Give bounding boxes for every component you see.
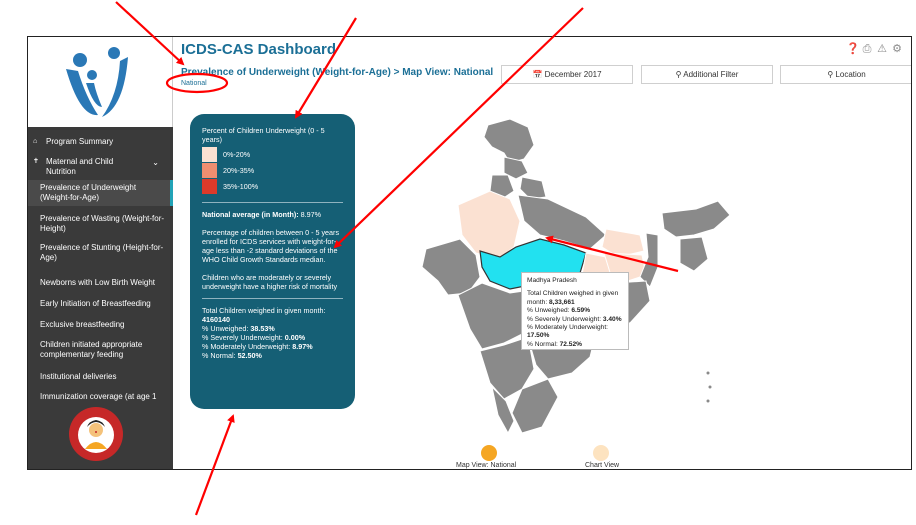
legend-range-label: 35%-100% bbox=[223, 182, 259, 191]
search-icon: ⚲ bbox=[675, 70, 682, 79]
state-north-east[interactable] bbox=[661, 200, 731, 238]
month-filter-button[interactable]: 📅 December 2017 bbox=[501, 65, 633, 84]
sidebar-item-label: Maternal and Child Nutrition bbox=[46, 157, 114, 176]
sidebar-item-label: Children initiated appropriate complemen… bbox=[40, 340, 143, 359]
andaman-islands bbox=[706, 399, 710, 403]
sidebar-item-label: Exclusive breastfeeding bbox=[40, 320, 125, 329]
map-pin-icon: ⚲ bbox=[827, 70, 834, 79]
stat-severely-underweight: % Severely Underweight: 0.00% bbox=[202, 333, 306, 342]
tooltip-normal: % Normal: 72.52% bbox=[527, 340, 582, 348]
icds-logo bbox=[28, 37, 173, 127]
legend-swatch bbox=[202, 147, 217, 162]
national-average-label: National average (in Month): bbox=[202, 210, 299, 219]
stat-unweighed: % Unweighed: 38.53% bbox=[202, 324, 275, 333]
warning-icon[interactable]: ⚠ bbox=[877, 43, 887, 55]
sidebar-item-institutional-deliveries[interactable]: Institutional deliveries bbox=[28, 372, 173, 382]
person-icon: ✝ bbox=[33, 158, 39, 165]
sidebar-item-label: Newborns with Low Birth Weight bbox=[40, 278, 156, 287]
sidebar-item-complementary-feeding[interactable]: Children initiated appropriate complemen… bbox=[28, 340, 173, 360]
tooltip-moderately-underweight: % Moderately Underweight: 17.50% bbox=[527, 324, 608, 340]
sidebar-item-immunization[interactable]: Immunization coverage (at age 1 year) bbox=[28, 392, 173, 402]
sidebar-item-label: Institutional deliveries bbox=[40, 372, 117, 381]
legend-range-high: 35%-100% bbox=[202, 179, 343, 195]
total-weighed-value: 4160140 bbox=[202, 315, 230, 324]
state-tooltip: Madhya Pradesh Total Children weighed in… bbox=[521, 272, 629, 350]
map-view-label: Map View: National bbox=[456, 462, 517, 469]
state-karnataka[interactable] bbox=[479, 336, 535, 400]
divider bbox=[202, 202, 343, 203]
stat-normal: % Normal: 52.50% bbox=[202, 351, 262, 360]
legend-panel: Percent of Children Underweight (0 - 5 y… bbox=[190, 114, 355, 409]
month-filter-label: December 2017 bbox=[544, 70, 602, 79]
settings-icon[interactable]: ⚙ bbox=[892, 43, 902, 55]
additional-filter-label: Additional Filter bbox=[683, 70, 739, 79]
chevron-down-icon: ⌄ bbox=[152, 158, 159, 167]
view-title: Prevalence of Underweight (Weight-for-Ag… bbox=[181, 67, 494, 78]
map-view-toggle[interactable] bbox=[481, 445, 497, 461]
poshan-abhiyaan-logo bbox=[67, 405, 125, 463]
sidebar-item-label: Prevalence of Wasting (Weight-for-Height… bbox=[40, 214, 165, 233]
total-weighed-label: Total Children weighed in given month: bbox=[202, 306, 326, 315]
tooltip-total-label: Total Children weighed in given month: 8… bbox=[527, 290, 619, 306]
dashboard-window: ⌂ Program Summary ✝ Maternal and Child N… bbox=[27, 36, 912, 470]
risk-note: Children who are moderately or severely … bbox=[202, 273, 338, 291]
state-tamil-nadu[interactable] bbox=[511, 378, 559, 434]
sidebar-item-exclusive-breastfeeding[interactable]: Exclusive breastfeeding bbox=[28, 320, 173, 330]
sidebar-item-underweight[interactable]: Prevalence of Underweight (Weight-for-Ag… bbox=[28, 180, 173, 206]
sidebar-item-label: Prevalence of Underweight (Weight-for-Ag… bbox=[40, 183, 137, 202]
header-toolbar: ❓ ⎙ ⚠ ⚙ bbox=[846, 43, 903, 55]
chart-view-label: Chart View bbox=[585, 462, 620, 469]
additional-filter-button[interactable]: ⚲ Additional Filter bbox=[641, 65, 773, 84]
sidebar-item-label: Program Summary bbox=[46, 137, 114, 146]
state-uttar-pradesh[interactable] bbox=[517, 194, 607, 250]
andaman-islands bbox=[708, 385, 712, 389]
location-filter-label: Location bbox=[835, 70, 866, 79]
legend-range-label: 20%-35% bbox=[223, 166, 255, 175]
state-kerala[interactable] bbox=[491, 385, 515, 435]
sidebar-item-maternal-child-nutrition[interactable]: ✝ Maternal and Child Nutrition ⌄ bbox=[28, 157, 173, 177]
location-level-link[interactable]: National bbox=[181, 80, 207, 87]
help-icon[interactable]: ❓ bbox=[846, 43, 860, 55]
state-jammu-kashmir[interactable] bbox=[483, 118, 535, 164]
divider bbox=[202, 298, 343, 299]
sidebar-item-low-birth-weight[interactable]: Newborns with Low Birth Weight bbox=[28, 278, 173, 288]
national-average-value: 8.97% bbox=[300, 210, 322, 219]
sidebar-item-label: Immunization coverage (at age 1 year) bbox=[40, 392, 157, 401]
legend-swatch bbox=[202, 163, 217, 178]
legend-title: Percent of Children Underweight (0 - 5 y… bbox=[202, 126, 325, 144]
sidebar-item-program-summary[interactable]: ⌂ Program Summary bbox=[28, 137, 173, 147]
andaman-islands bbox=[706, 371, 710, 375]
sidebar-item-stunting[interactable]: Prevalence of Stunting (Height-for-Age) bbox=[28, 243, 173, 263]
legend-swatch bbox=[202, 179, 217, 194]
national-average: National average (in Month): 8.97% bbox=[202, 210, 343, 219]
indicator-definition: Percentage of children between 0 - 5 yea… bbox=[202, 228, 340, 264]
print-icon[interactable]: ⎙ bbox=[862, 43, 872, 55]
dashboard-title: ICDS-CAS Dashboard bbox=[181, 41, 337, 58]
stat-moderately-underweight: % Moderately Underweight: 8.97% bbox=[202, 342, 313, 351]
location-filter-button[interactable]: ⚲ Location bbox=[780, 65, 911, 84]
tooltip-unweighed: % Unweighed: 6.59% bbox=[527, 307, 591, 315]
calendar-icon: 📅 bbox=[532, 70, 543, 79]
legend-range-low: 0%-20% bbox=[202, 147, 343, 163]
home-icon: ⌂ bbox=[33, 138, 38, 145]
sidebar-item-label: Prevalence of Stunting (Height-for-Age) bbox=[40, 243, 164, 262]
state-north-east-south[interactable] bbox=[679, 236, 709, 272]
sidebar-item-wasting[interactable]: Prevalence of Wasting (Weight-for-Height… bbox=[28, 214, 173, 234]
tooltip-state-name: Madhya Pradesh bbox=[527, 277, 577, 284]
sidebar: ⌂ Program Summary ✝ Maternal and Child N… bbox=[28, 37, 173, 469]
sidebar-item-label: Early Initiation of Breastfeeding bbox=[40, 299, 151, 308]
chart-view-toggle[interactable] bbox=[593, 445, 609, 461]
sidebar-item-early-breastfeeding[interactable]: Early Initiation of Breastfeeding bbox=[28, 299, 173, 309]
legend-range-label: 0%-20% bbox=[223, 150, 251, 159]
tooltip-severely-underweight: % Severely Underweight: 3.40% bbox=[527, 315, 622, 323]
legend-range-mid: 20%-35% bbox=[202, 163, 343, 179]
